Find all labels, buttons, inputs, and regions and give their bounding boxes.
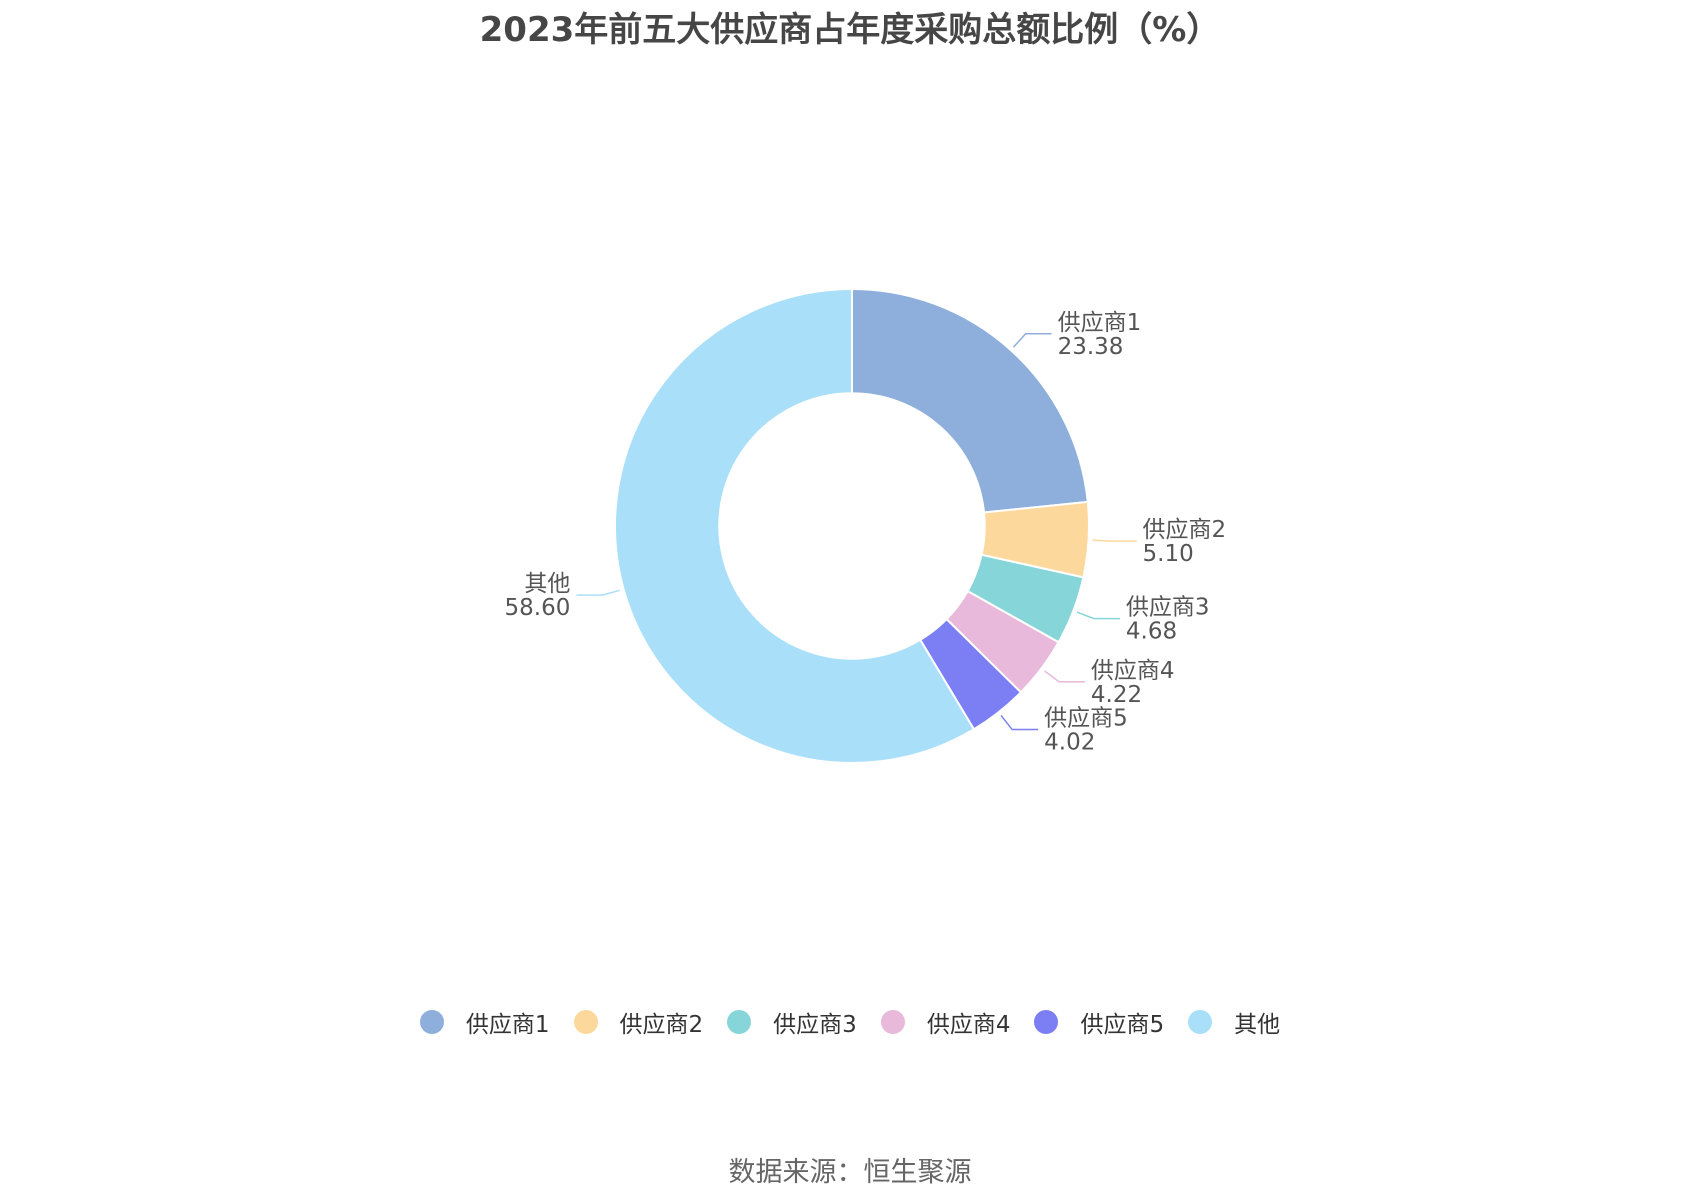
leader-line-3 xyxy=(1076,611,1120,620)
leader-line-4 xyxy=(1044,670,1085,683)
legend-label-1: 供应商1 xyxy=(465,1012,550,1038)
slice-label-name-4: 供应商4 xyxy=(1091,658,1175,684)
data-source-note: 数据来源：恒生聚源 xyxy=(728,1157,972,1188)
chart-title: 2023年前五大供应商占年度采购总额比例（%） xyxy=(479,10,1221,50)
slice-label-value-4: 4.22 xyxy=(1091,682,1142,708)
legend-swatch-4 xyxy=(880,1010,905,1034)
legend-label-4: 供应商4 xyxy=(926,1012,1011,1038)
legend-item-1[interactable]: 供应商1 xyxy=(419,1005,550,1039)
slice-label-value-1: 23.38 xyxy=(1058,334,1124,360)
pie-slice-6[interactable] xyxy=(614,287,976,764)
leader-line-5 xyxy=(1000,714,1039,731)
slice-label-name-3: 供应商3 xyxy=(1126,595,1210,621)
slice-label-value-2: 5.10 xyxy=(1143,541,1194,567)
slice-label-name-6: 其他 xyxy=(524,571,570,597)
slice-label-value-6: 58.60 xyxy=(505,595,571,621)
slice-label-name-5: 供应商5 xyxy=(1044,706,1128,732)
leader-line-2 xyxy=(1092,539,1137,542)
legend-swatch-2 xyxy=(573,1010,598,1034)
slice-label-name-2: 供应商2 xyxy=(1143,517,1227,543)
legend-item-3[interactable]: 供应商3 xyxy=(727,1005,857,1039)
legend-swatch-5 xyxy=(1034,1010,1059,1034)
slice-label-name-1: 供应商1 xyxy=(1058,310,1142,336)
legend-swatch-1 xyxy=(419,1010,444,1034)
legend-label-5: 供应商5 xyxy=(1080,1012,1165,1038)
legend-swatch-6 xyxy=(1188,1010,1213,1034)
legend-label-2: 供应商2 xyxy=(619,1012,704,1038)
legend-item-5[interactable]: 供应商5 xyxy=(1034,1005,1164,1039)
slice-label-value-3: 4.68 xyxy=(1126,619,1177,645)
legend-item-6[interactable]: 其他 xyxy=(1188,1005,1280,1039)
legend-swatch-3 xyxy=(727,1010,752,1034)
chart-legend: 供应商1 供应商2 供应商3 供应商4 供应商5 其他 xyxy=(0,1005,1700,1039)
slice-label-value-5: 4.02 xyxy=(1044,730,1095,756)
legend-item-4[interactable]: 供应商4 xyxy=(880,1005,1011,1039)
pie-slice-1[interactable] xyxy=(851,287,1089,514)
legend-label-6: 其他 xyxy=(1234,1012,1281,1038)
leader-line-6 xyxy=(576,589,620,596)
legend-item-2[interactable]: 供应商2 xyxy=(573,1005,704,1039)
legend-label-3: 供应商3 xyxy=(773,1012,857,1038)
leader-line-1 xyxy=(1012,333,1052,348)
